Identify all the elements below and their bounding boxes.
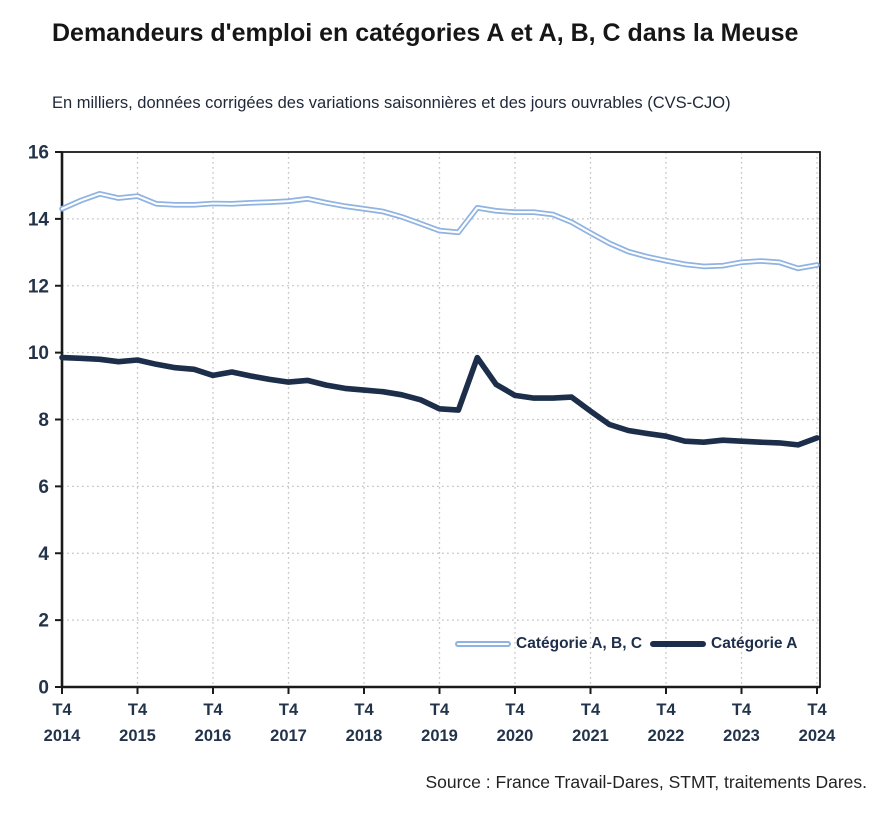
svg-text:2014: 2014 — [44, 727, 82, 745]
legend-line-sample-categorie-a-icon — [650, 641, 706, 647]
svg-text:T4: T4 — [656, 701, 676, 719]
svg-text:12: 12 — [28, 276, 49, 297]
source-note: Source : France Travail-Dares, STMT, tra… — [425, 772, 867, 792]
line-chart: 0 2 4 6 8 10 12 14 16 T4 2014 T4 2015 T4 2016 T4 2017 T4 2… — [0, 140, 875, 765]
chart-canvas: 0 2 4 6 8 10 12 14 16 T4 2014 T4 2015 T4 2016 T4 2017 T4 2… — [28, 143, 837, 746]
legend-item-categorie-abc: Catégorie A, B, C — [455, 635, 643, 652]
svg-text:T4: T4 — [732, 701, 752, 719]
svg-text:T4: T4 — [581, 701, 601, 719]
svg-text:2016: 2016 — [195, 727, 232, 745]
svg-text:T4: T4 — [279, 701, 299, 719]
svg-text:2017: 2017 — [270, 727, 307, 745]
svg-text:10: 10 — [28, 343, 49, 364]
legend-label-categorie-a: Catégorie A — [711, 635, 798, 652]
svg-text:0: 0 — [38, 678, 49, 699]
svg-text:16: 16 — [28, 143, 49, 164]
svg-text:6: 6 — [38, 477, 49, 498]
chart-title: Demandeurs d'emploi en catégories A et A… — [52, 19, 799, 47]
svg-text:2: 2 — [38, 611, 49, 632]
svg-text:2020: 2020 — [497, 727, 534, 745]
svg-text:8: 8 — [38, 410, 49, 431]
svg-text:2018: 2018 — [346, 727, 383, 745]
svg-text:T4: T4 — [807, 701, 827, 719]
svg-text:T4: T4 — [505, 701, 525, 719]
svg-text:2019: 2019 — [421, 727, 458, 745]
svg-text:2015: 2015 — [119, 727, 156, 745]
legend-label-categorie-abc: Catégorie A, B, C — [516, 635, 643, 652]
svg-text:T4: T4 — [52, 701, 72, 719]
svg-text:4: 4 — [38, 544, 49, 565]
svg-text:14: 14 — [28, 209, 50, 230]
legend-item-categorie-a: Catégorie A — [650, 635, 798, 652]
svg-text:2022: 2022 — [648, 727, 685, 745]
legend-line-sample-categorie-abc-icon — [455, 641, 511, 647]
chart-subtitle: En milliers, données corrigées des varia… — [52, 94, 731, 112]
svg-text:2024: 2024 — [799, 727, 837, 745]
svg-text:T4: T4 — [354, 701, 374, 719]
svg-text:T4: T4 — [203, 701, 223, 719]
svg-text:2023: 2023 — [723, 727, 760, 745]
svg-text:2021: 2021 — [572, 727, 609, 745]
svg-text:T4: T4 — [128, 701, 148, 719]
svg-text:T4: T4 — [430, 701, 450, 719]
